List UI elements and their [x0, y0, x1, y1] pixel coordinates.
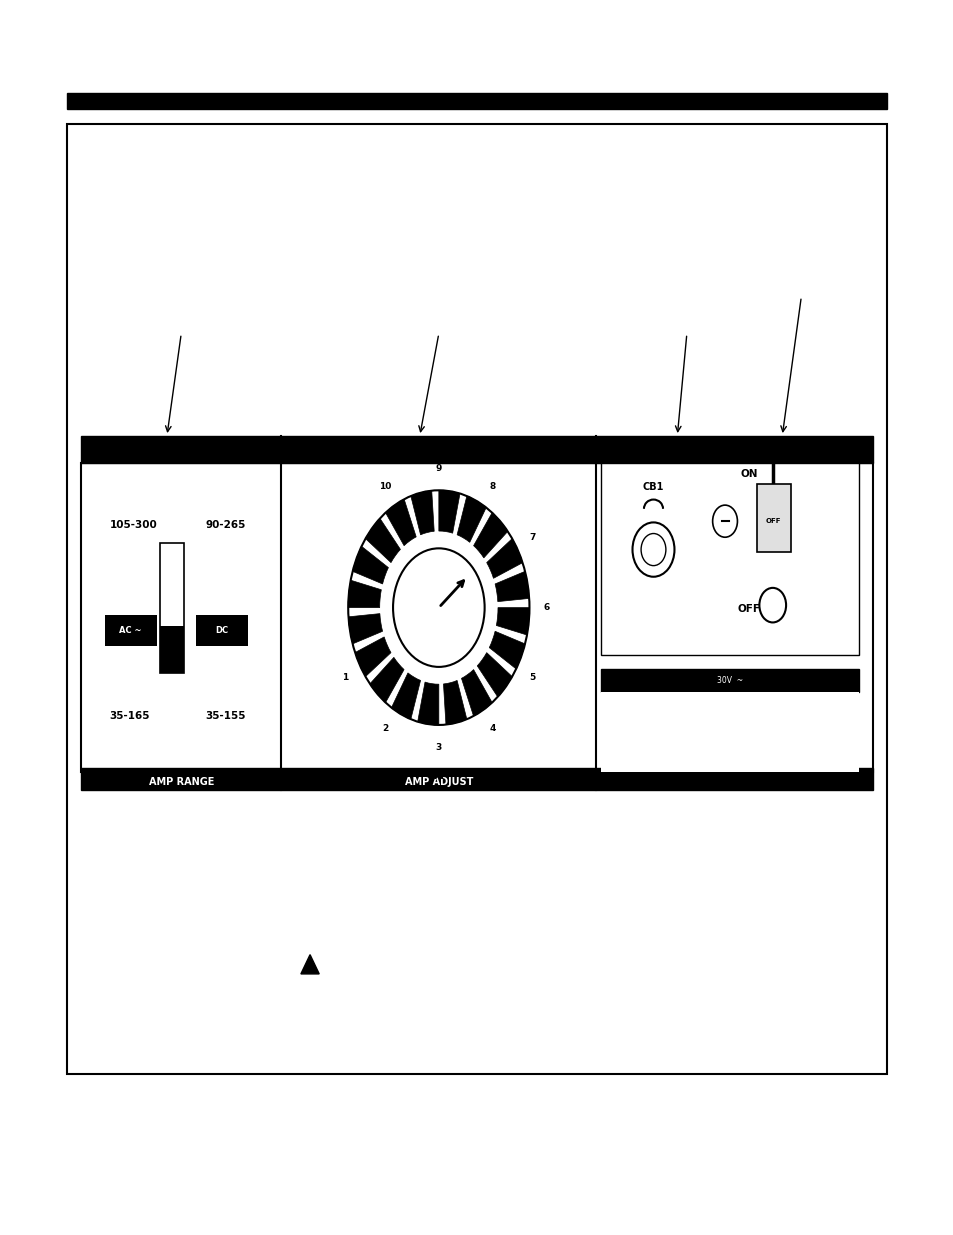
Bar	[600, 669, 858, 692]
Wedge shape	[355, 637, 391, 677]
Text: 35-165: 35-165	[110, 711, 150, 721]
Circle shape	[393, 548, 484, 667]
Wedge shape	[489, 631, 524, 669]
Text: 4: 4	[489, 724, 496, 734]
Text: 5: 5	[529, 673, 535, 682]
Text: DC: DC	[215, 626, 229, 635]
Wedge shape	[456, 496, 486, 542]
Bar	[600, 463, 858, 655]
Wedge shape	[353, 546, 388, 584]
Text: A: A	[434, 769, 443, 782]
Wedge shape	[495, 572, 529, 601]
Bar	[195, 615, 248, 646]
Bar	[756, 484, 790, 552]
Wedge shape	[476, 652, 512, 697]
Text: 1: 1	[342, 673, 348, 682]
Wedge shape	[391, 673, 420, 719]
Bar	[160, 626, 184, 673]
Text: 35-155: 35-155	[205, 711, 245, 721]
Bar	[67, 124, 886, 1074]
Text: CB1: CB1	[642, 482, 663, 492]
Wedge shape	[461, 669, 492, 716]
Text: OFF: OFF	[737, 604, 760, 614]
Bar	[600, 692, 858, 772]
Wedge shape	[443, 680, 466, 725]
Wedge shape	[411, 490, 434, 535]
Text: 8: 8	[489, 482, 496, 492]
Bar	[81, 768, 872, 790]
Wedge shape	[486, 538, 522, 578]
Wedge shape	[473, 513, 507, 558]
Text: OFF: OFF	[765, 519, 781, 524]
Circle shape	[632, 522, 674, 577]
Bar	[81, 436, 872, 463]
Circle shape	[759, 588, 785, 622]
Text: AMP ADJUST: AMP ADJUST	[404, 777, 473, 787]
Text: 9: 9	[436, 463, 441, 473]
Bar	[105, 615, 157, 646]
Wedge shape	[370, 657, 404, 703]
Text: 3: 3	[436, 742, 441, 752]
Bar	[81, 463, 872, 772]
Wedge shape	[496, 608, 529, 635]
Text: 105-300: 105-300	[110, 520, 157, 530]
Wedge shape	[438, 490, 459, 534]
Text: 10: 10	[378, 482, 391, 492]
Wedge shape	[365, 519, 400, 563]
Wedge shape	[348, 614, 382, 643]
Text: 6: 6	[543, 603, 549, 613]
Text: 90-265: 90-265	[205, 520, 245, 530]
Text: 2: 2	[381, 724, 388, 734]
Wedge shape	[348, 580, 381, 608]
Circle shape	[712, 505, 737, 537]
Text: AMP RANGE: AMP RANGE	[149, 777, 213, 787]
Text: 7: 7	[529, 534, 535, 542]
Bar	[160, 543, 184, 673]
Text: ON: ON	[740, 469, 757, 479]
Polygon shape	[300, 955, 319, 974]
Text: 30V  ~: 30V ~	[716, 676, 742, 685]
Wedge shape	[385, 499, 416, 546]
Wedge shape	[417, 682, 438, 725]
Text: AC ~: AC ~	[119, 626, 142, 635]
Circle shape	[640, 534, 665, 566]
Bar	[67, 93, 886, 109]
